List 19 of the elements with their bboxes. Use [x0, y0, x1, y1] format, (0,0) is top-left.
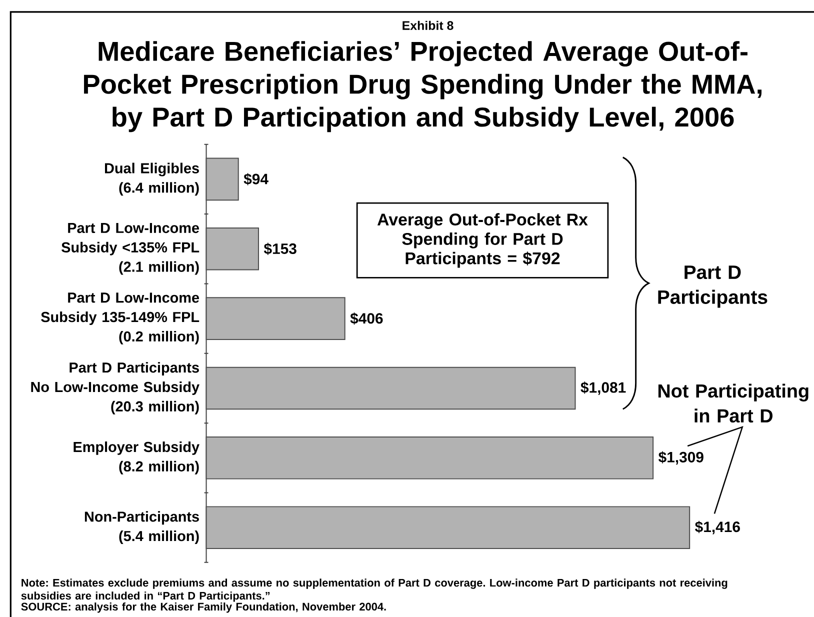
- data-label: $406: [350, 312, 383, 325]
- text: Exhibit 8: [402, 20, 454, 30]
- annotation: Part D Participants: [658, 265, 768, 308]
- annotation: Not Participating in Part D: [658, 384, 808, 422]
- y-tick-label: Part D Low-Income Subsidy 135-149% FPL (0.2 million): [41, 292, 200, 344]
- text: Note: Estimates exclude premiums and assume no supplementation of Part D coverage. Low-income Part D participants not receiving subsidies are included in “Part D Participants.”: [21, 578, 728, 602]
- data-label: $153: [264, 242, 296, 255]
- source-note: SOURCE: analysis for the Kaiser Family Foundation, November 2004.: [21, 602, 386, 613]
- data-label: $94: [244, 173, 268, 186]
- y-tick-label: Dual Eligibles (6.4 million): [105, 162, 199, 196]
- y-tick-label: Part D Participants No Low-Income Subsidy (20.3 million): [31, 362, 200, 414]
- annotation: Average Out-of-Pocket Rx Spending for Part D Participants = $792: [377, 213, 588, 268]
- data-label: $1,416: [695, 520, 740, 534]
- data-label: $1,309: [658, 451, 704, 465]
- y-tick-label: Part D Low-Income Subsidy <135% FPL (2.1 million): [62, 222, 200, 275]
- chart-title: Medicare Beneficiaries’ Projected Average Out-of- Pocket Prescription Drug Spending Under the MMA, by Part D Participation and Subsidy Level, 2006: [84, 41, 762, 132]
- y-tick-label: Non-Participants (5.4 million): [84, 511, 199, 544]
- y-tick-label: Employer Subsidy (8.2 million): [74, 441, 200, 474]
- data-label: $1,081: [580, 381, 626, 395]
